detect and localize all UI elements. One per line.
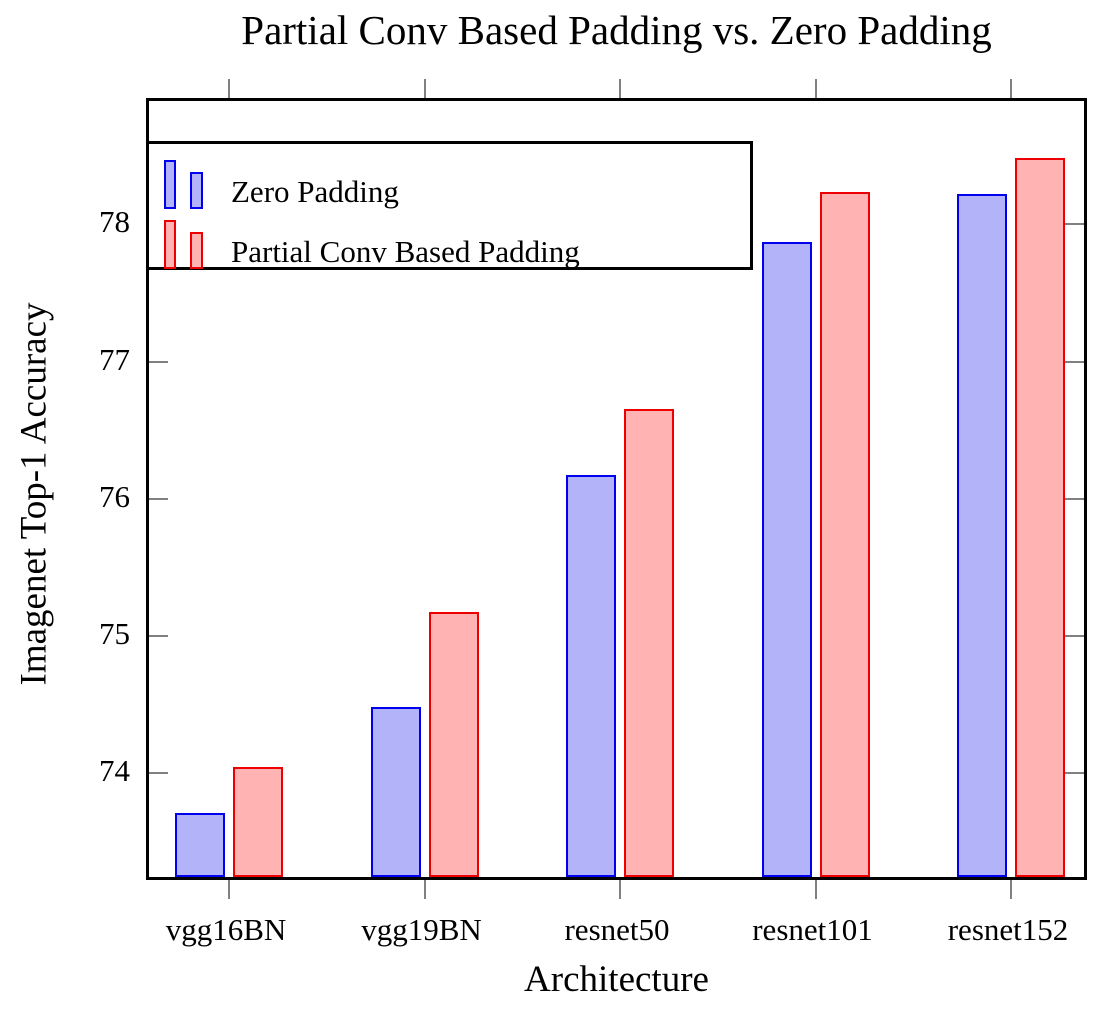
x-tick-top-vgg19BN (423, 79, 426, 98)
x-tick-label-resnet101: resnet101 (752, 912, 873, 947)
x-tick-bottom-resnet152 (1010, 880, 1012, 899)
y-tick-right-74 (1065, 772, 1084, 775)
legend: Zero Padding Partial Conv Based Padding (146, 141, 753, 270)
legend-label: Partial Conv Based Padding (231, 234, 580, 269)
x-tick-bottom-resnet50 (619, 880, 621, 899)
x-tick-label-resnet152: resnet152 (947, 912, 1069, 947)
x-tick-top-resnet152 (1010, 79, 1012, 98)
x-tick-bottom-resnet101 (814, 880, 817, 899)
y-tick-left-75 (149, 635, 168, 638)
x-axis-label: Architecture (524, 959, 709, 1000)
bar-zero-padding-resnet152 (957, 193, 1007, 877)
x-tick-bottom-vgg19BN (423, 880, 426, 899)
x-tick-top-vgg16BN (228, 79, 230, 98)
bar-partial-conv-based-padding-resnet50 (624, 409, 674, 877)
y-tick-right-78 (1065, 223, 1084, 226)
y-tick-label-75: 75 (99, 616, 130, 652)
y-tick-right-77 (1065, 360, 1084, 363)
legend-bar-icon (190, 232, 203, 269)
legend-label: Zero Padding (231, 174, 399, 209)
y-tick-left-77 (149, 360, 168, 363)
y-tick-left-76 (149, 497, 168, 500)
x-tick-bottom-vgg16BN (228, 880, 230, 899)
y-axis-label: Imagenet Top-1 Accuracy (13, 302, 55, 686)
x-tick-label-vgg19BN: vgg19BN (361, 912, 482, 947)
y-tick-label-74: 74 (99, 753, 130, 789)
chart-title: Partial Conv Based Padding vs. Zero Padd… (241, 7, 992, 53)
legend-bar-icon (190, 172, 203, 209)
legend-item-partial-conv: Partial Conv Based Padding (164, 213, 750, 269)
legend-bar-icon (164, 220, 176, 269)
x-tick-top-resnet101 (814, 79, 817, 98)
bar-partial-conv-based-padding-vgg16BN (233, 767, 283, 877)
x-tick-label-resnet50: resnet50 (564, 912, 670, 947)
y-tick-label-77: 77 (99, 341, 130, 377)
bar-zero-padding-vgg16BN (175, 812, 225, 877)
bar-zero-padding-resnet50 (566, 475, 616, 877)
bar-partial-conv-based-padding-resnet101 (819, 192, 870, 877)
bar-zero-padding-vgg19BN (370, 706, 421, 877)
y-tick-right-76 (1065, 497, 1084, 500)
bar-partial-conv-based-padding-vgg19BN (428, 612, 479, 877)
y-tick-label-78: 78 (99, 204, 130, 240)
x-tick-label-vgg16BN: vgg16BN (165, 912, 287, 947)
y-tick-right-75 (1065, 635, 1084, 638)
legend-bar-icon (164, 160, 176, 209)
x-tick-top-resnet50 (619, 79, 621, 98)
legend-marker-partial-conv (164, 220, 218, 269)
bar-zero-padding-resnet101 (761, 241, 812, 877)
legend-item-zero-padding: Zero Padding (164, 153, 750, 209)
legend-marker-zero-padding (164, 160, 218, 209)
y-tick-left-74 (149, 772, 168, 775)
bar-partial-conv-based-padding-resnet152 (1015, 158, 1065, 877)
y-tick-label-76: 76 (99, 478, 130, 514)
